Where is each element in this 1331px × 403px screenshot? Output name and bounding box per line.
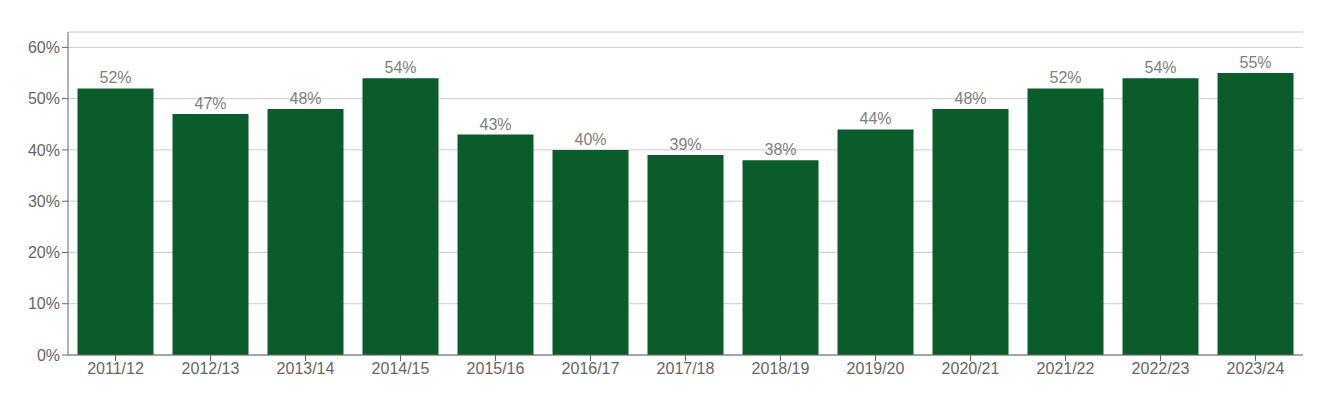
- svg-text:38%: 38%: [764, 141, 796, 158]
- svg-text:2017/18: 2017/18: [657, 360, 715, 377]
- svg-text:2019/20: 2019/20: [847, 360, 905, 377]
- svg-text:60%: 60%: [28, 39, 60, 56]
- svg-text:2014/15: 2014/15: [372, 360, 430, 377]
- svg-text:48%: 48%: [954, 90, 986, 107]
- svg-text:30%: 30%: [28, 193, 60, 210]
- svg-text:52%: 52%: [99, 69, 131, 86]
- svg-text:47%: 47%: [194, 95, 226, 112]
- svg-text:2016/17: 2016/17: [562, 360, 620, 377]
- svg-text:2020/21: 2020/21: [942, 360, 1000, 377]
- svg-text:2011/12: 2011/12: [87, 360, 144, 377]
- svg-text:40%: 40%: [28, 142, 60, 159]
- svg-text:40%: 40%: [574, 131, 606, 148]
- svg-text:2018/19: 2018/19: [752, 360, 810, 377]
- svg-text:48%: 48%: [289, 90, 321, 107]
- svg-text:2013/14: 2013/14: [277, 360, 335, 377]
- svg-text:52%: 52%: [1049, 69, 1081, 86]
- svg-text:39%: 39%: [669, 136, 701, 153]
- svg-text:2012/13: 2012/13: [182, 360, 240, 377]
- svg-text:54%: 54%: [384, 59, 416, 76]
- svg-text:10%: 10%: [28, 295, 60, 312]
- svg-text:0%: 0%: [37, 347, 60, 364]
- svg-text:20%: 20%: [28, 244, 60, 261]
- svg-text:2023/24: 2023/24: [1227, 360, 1285, 377]
- svg-text:2015/16: 2015/16: [467, 360, 525, 377]
- svg-text:55%: 55%: [1239, 54, 1271, 71]
- svg-text:2021/22: 2021/22: [1037, 360, 1095, 377]
- svg-text:54%: 54%: [1144, 59, 1176, 76]
- svg-text:44%: 44%: [859, 110, 891, 127]
- svg-text:43%: 43%: [479, 116, 511, 133]
- svg-text:50%: 50%: [28, 90, 60, 107]
- svg-text:2022/23: 2022/23: [1132, 360, 1190, 377]
